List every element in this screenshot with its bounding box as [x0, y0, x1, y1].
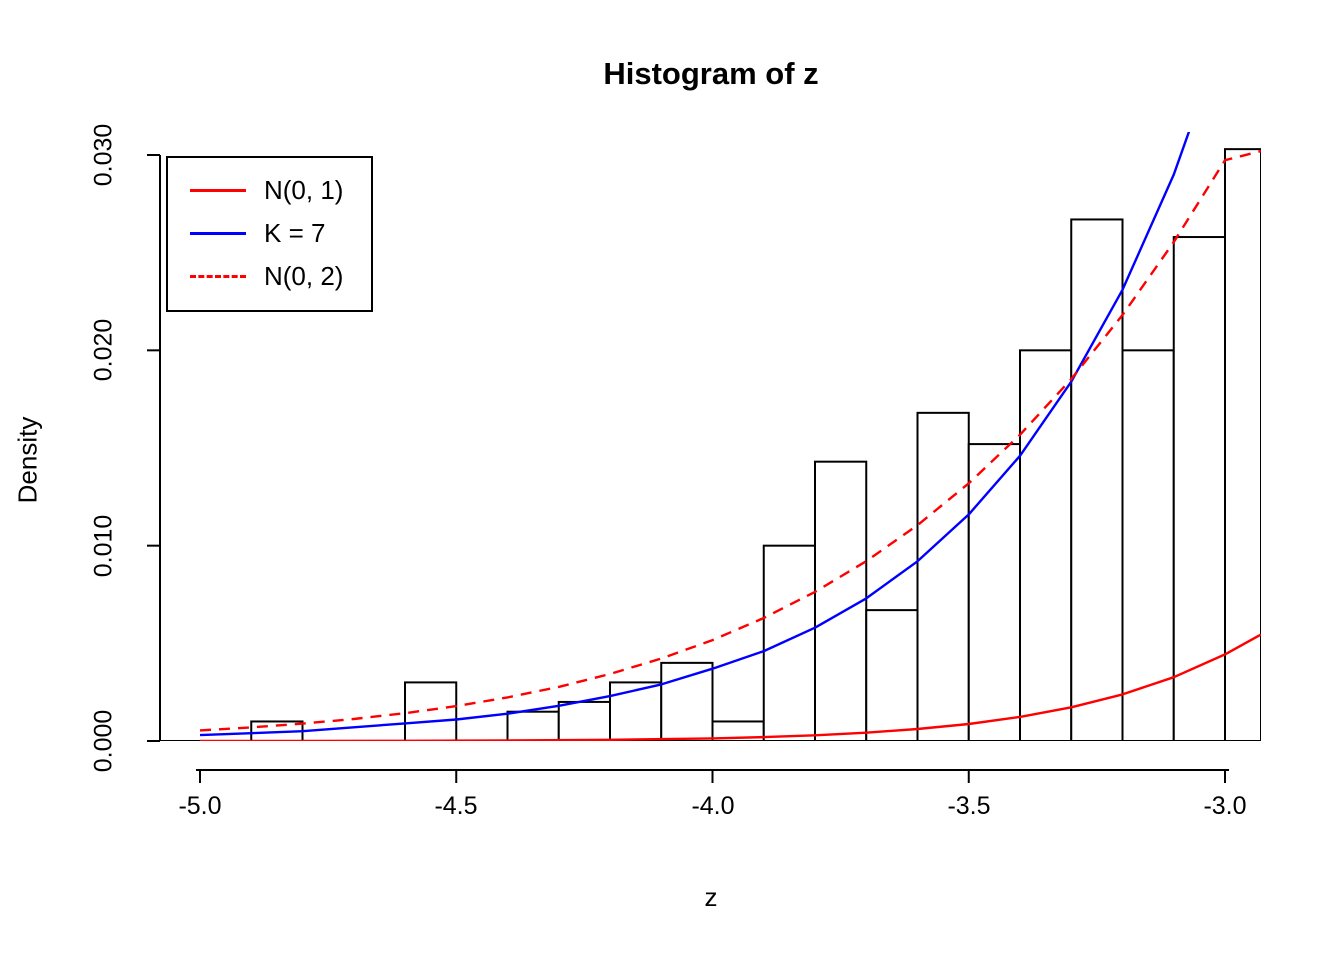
red-solid-line-swatch-icon [190, 188, 246, 192]
curve-n-0-1- [199, 633, 1261, 741]
histogram-bar [1224, 148, 1261, 741]
y-axis [147, 154, 161, 742]
y-tick-label-3: 0.020 [89, 318, 118, 382]
histogram-bar [916, 411, 970, 741]
legend-entry-n02: N(0, 2) [190, 258, 343, 294]
histogram-bar [1121, 349, 1175, 741]
legend-entry-n01: N(0, 1) [190, 172, 343, 208]
legend-box: N(0, 1) K = 7 N(0, 2) [166, 156, 374, 312]
x-tick-label-2: -4.5 [434, 792, 478, 820]
x-tick-label-1: -5.0 [178, 792, 222, 820]
blue-solid-line-swatch-icon [190, 231, 246, 235]
legend-label: N(0, 1) [264, 174, 344, 205]
curve-n-0-2- [199, 149, 1261, 732]
histogram-bar [762, 544, 816, 741]
histogram-bar [660, 661, 714, 741]
x-axis [196, 769, 1229, 783]
x-tick-label-5: -3.0 [1203, 792, 1247, 820]
plot-clipped-group [160, 132, 1261, 741]
red-dashed-line-swatch-icon [190, 274, 246, 278]
y-tick-label-2: 0.010 [89, 514, 118, 578]
y-tick-label-4: 0.030 [89, 123, 118, 187]
histogram-bar [506, 710, 560, 741]
y-tick-label-1: 0.000 [89, 709, 118, 773]
y-axis-label: Density [12, 416, 43, 504]
histogram-bar [865, 609, 919, 741]
histogram-bar [1070, 218, 1124, 741]
x-tick-label-3: -4.0 [691, 792, 735, 820]
x-axis-label: z [704, 882, 718, 912]
histogram-bar [1019, 349, 1073, 741]
chart-title: Histogram of z [603, 56, 819, 91]
legend-label: N(0, 2) [264, 260, 344, 291]
histogram-bar [967, 443, 1021, 741]
histogram-bar [557, 700, 611, 741]
x-tick-label-4: -3.5 [947, 792, 991, 820]
histogram-bar [814, 460, 868, 741]
legend-entry-k7: K = 7 [190, 215, 343, 251]
legend-label: K = 7 [264, 217, 326, 248]
curve-k-7 [199, 132, 1191, 737]
